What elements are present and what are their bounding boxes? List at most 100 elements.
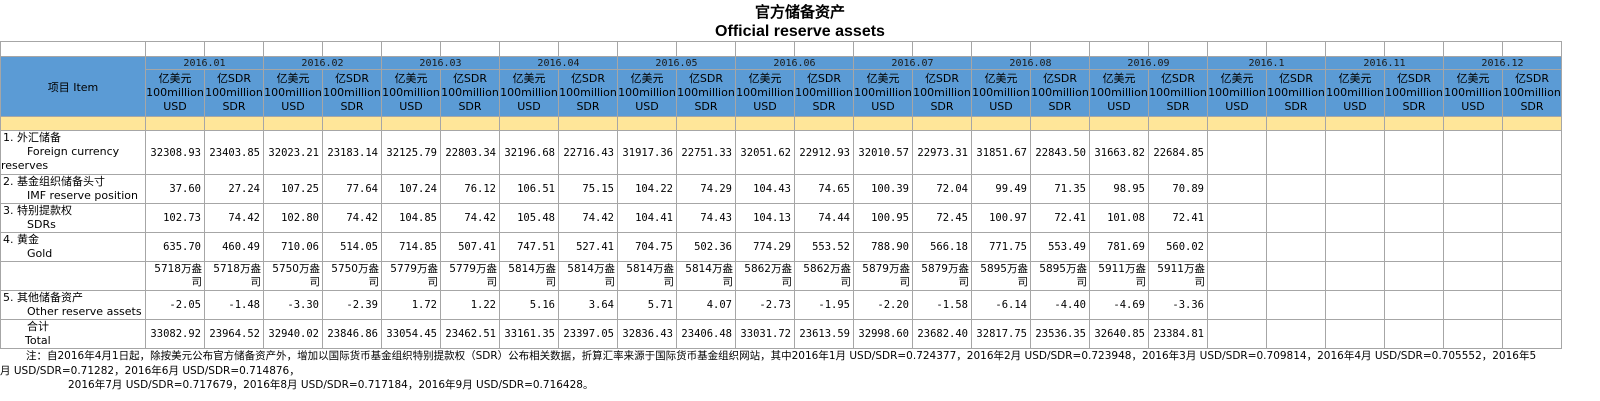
value-cell: 74.43: [676, 203, 736, 233]
month-header: 2016.11: [1325, 56, 1444, 70]
row-label: 4. 黄金 Gold: [0, 232, 146, 262]
value-cell: 27.24: [204, 174, 264, 204]
blank-cell: [617, 41, 677, 57]
value-cell: -3.36: [1148, 290, 1208, 320]
unit-sdr-header: 亿SDR 100million SDR: [204, 69, 264, 117]
row-label-en: SDRs: [27, 218, 56, 231]
separator-cell: [1443, 116, 1503, 131]
value-cell: 747.51: [499, 232, 559, 262]
value-cell: 23406.48: [676, 319, 736, 349]
unit-sdr-header: 亿SDR 100million SDR: [1266, 69, 1326, 117]
unit-sdr-header: 亿SDR 100million SDR: [794, 69, 854, 117]
unit-sdr-header: 亿SDR 100million SDR: [1502, 69, 1562, 117]
empty-cell: [1502, 319, 1562, 349]
separator-cell: [617, 116, 677, 131]
value-cell: 5895万盎司: [971, 261, 1031, 291]
value-cell: 560.02: [1148, 232, 1208, 262]
row-label: 2. 基金组织储备头寸 IMF reserve position: [0, 174, 146, 204]
value-cell: 70.89: [1148, 174, 1208, 204]
empty-cell: [1207, 290, 1267, 320]
unit-sdr-header: 亿SDR 100million SDR: [676, 69, 736, 117]
value-cell: 74.29: [676, 174, 736, 204]
empty-cell: [1325, 174, 1385, 204]
unit-sdr-header: 亿SDR 100million SDR: [440, 69, 500, 117]
row-label-cn: 4. 黄金: [3, 233, 39, 247]
value-cell: 76.12: [440, 174, 500, 204]
value-cell: -1.95: [794, 290, 854, 320]
value-cell: 5862万盎司: [735, 261, 795, 291]
empty-cell: [1502, 130, 1562, 175]
separator-cell: [145, 116, 205, 131]
unit-usd-header: 亿美元 100million USD: [1089, 69, 1149, 117]
value-cell: 5718万盎司: [204, 261, 264, 291]
empty-cell: [1266, 174, 1326, 204]
separator-cell: [0, 116, 146, 131]
separator-cell: [1266, 116, 1326, 131]
empty-cell: [1325, 290, 1385, 320]
value-cell: -3.30: [263, 290, 323, 320]
value-cell: 527.41: [558, 232, 618, 262]
empty-cell: [1443, 130, 1503, 175]
row-label-cn: 合计: [27, 320, 49, 334]
value-cell: 32836.43: [617, 319, 677, 349]
table-row: 5718万盎司 5718万盎司 5750万盎司 5750万盎司 5779万盎司 5779万…: [0, 261, 1562, 291]
value-cell: 5814万盎司: [617, 261, 677, 291]
table-row: 1. 外汇储备 Foreign currency reserves 32308.93…: [0, 130, 1562, 175]
value-cell: 5862万盎司: [794, 261, 854, 291]
blank-cell: [1443, 41, 1503, 57]
blank-cell: [1030, 41, 1090, 57]
value-cell: 704.75: [617, 232, 677, 262]
unit-sdr-header: 亿SDR 100million SDR: [558, 69, 618, 117]
value-cell: -2.39: [322, 290, 382, 320]
empty-cell: [1443, 261, 1503, 291]
empty-cell: [1207, 174, 1267, 204]
value-cell: 104.43: [735, 174, 795, 204]
empty-cell: [1502, 261, 1562, 291]
blank-cell: [1148, 41, 1208, 57]
value-cell: 32125.79: [381, 130, 441, 175]
month-header: 2016.03: [381, 56, 500, 70]
value-cell: 23613.59: [794, 319, 854, 349]
unit-usd-header: 亿美元 100million USD: [381, 69, 441, 117]
value-cell: 74.44: [794, 203, 854, 233]
value-cell: 106.51: [499, 174, 559, 204]
unit-usd-header: 亿美元 100million USD: [617, 69, 677, 117]
row-label: 合计 Total: [0, 319, 146, 349]
row-label-en: Total: [25, 334, 51, 347]
value-cell: 23964.52: [204, 319, 264, 349]
separator-cell: [1325, 116, 1385, 131]
blank-cell: [263, 41, 323, 57]
empty-cell: [1325, 203, 1385, 233]
value-cell: 99.49: [971, 174, 1031, 204]
empty-cell: [1266, 203, 1326, 233]
value-cell: 5911万盎司: [1148, 261, 1208, 291]
item-header: 项目 Item: [0, 56, 146, 117]
unit-sdr-header: 亿SDR 100million SDR: [1148, 69, 1208, 117]
row-label: 5. 其他储备资产 Other reserve assets: [0, 290, 146, 320]
table-row: 5. 其他储备资产 Other reserve assets -2.05 -1.48-…: [0, 290, 1562, 320]
month-header: 2016.08: [971, 56, 1090, 70]
value-cell: 1.22: [440, 290, 500, 320]
value-cell: 32640.85: [1089, 319, 1149, 349]
value-cell: 32010.57: [853, 130, 913, 175]
empty-cell: [1325, 319, 1385, 349]
empty-cell: [1384, 130, 1444, 175]
value-cell: -2.20: [853, 290, 913, 320]
value-cell: 74.42: [322, 203, 382, 233]
value-cell: 104.22: [617, 174, 677, 204]
empty-cell: [1207, 203, 1267, 233]
month-header: 2016.02: [263, 56, 382, 70]
value-cell: 23183.14: [322, 130, 382, 175]
value-cell: 23384.81: [1148, 319, 1208, 349]
value-cell: 22843.50: [1030, 130, 1090, 175]
reserve-assets-table: 项目 Item 2016.01 2016.02 2016.03 2016.04 2016.…: [0, 41, 1562, 349]
row-label-en: Other reserve assets: [27, 305, 142, 318]
month-header: 2016.1: [1207, 56, 1326, 70]
value-cell: 102.80: [263, 203, 323, 233]
separator-cell: [263, 116, 323, 131]
value-cell: 5779万盎司: [381, 261, 441, 291]
value-cell: 5814万盎司: [676, 261, 736, 291]
footnote-line-2: 月 USD/SDR=0.71282，2016年6月 USD/SDR=0.7148…: [0, 364, 300, 377]
value-cell: 104.41: [617, 203, 677, 233]
row-label-en: Foreign currency reserves: [1, 145, 120, 172]
